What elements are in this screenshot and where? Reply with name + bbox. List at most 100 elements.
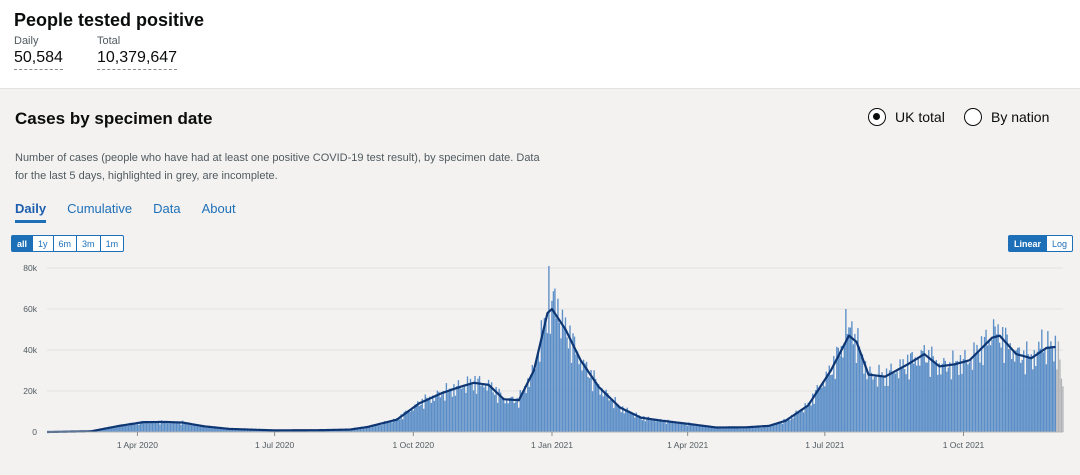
case-bar bbox=[192, 424, 194, 432]
case-bar bbox=[613, 408, 615, 432]
case-bar bbox=[818, 390, 820, 432]
case-bar bbox=[750, 427, 752, 432]
case-bar bbox=[499, 392, 502, 432]
case-bar bbox=[798, 412, 800, 432]
case-bar bbox=[524, 386, 526, 432]
case-bar bbox=[142, 422, 145, 432]
case-bar bbox=[460, 388, 463, 432]
case-bar bbox=[504, 403, 506, 432]
case-bar bbox=[680, 422, 683, 432]
case-bar bbox=[685, 423, 687, 432]
case-bar bbox=[239, 429, 241, 432]
case-bar bbox=[704, 426, 707, 432]
case-bar bbox=[555, 318, 558, 432]
case-bar bbox=[245, 429, 247, 432]
case-bar bbox=[861, 354, 864, 432]
case-bar bbox=[1048, 347, 1051, 432]
scale-linear-button[interactable]: Linear bbox=[1009, 236, 1048, 251]
case-bar bbox=[346, 429, 348, 432]
case-bar bbox=[178, 421, 181, 432]
case-bar bbox=[926, 362, 928, 432]
case-bar bbox=[709, 425, 711, 432]
case-bar bbox=[153, 420, 155, 432]
case-bar bbox=[237, 429, 240, 432]
case-bar bbox=[837, 347, 839, 432]
case-bar bbox=[858, 346, 861, 432]
case-bar bbox=[762, 425, 764, 432]
case-bar bbox=[147, 422, 149, 432]
scale-log-button[interactable]: Log bbox=[1052, 239, 1068, 249]
case-bar bbox=[106, 429, 108, 432]
case-bar bbox=[442, 391, 445, 432]
case-bar bbox=[585, 361, 588, 432]
x-tick-label: 1 Jul 2020 bbox=[255, 440, 294, 450]
radio-uk-total[interactable]: UK total bbox=[868, 108, 945, 126]
case-bar bbox=[715, 428, 717, 432]
incomplete-bar bbox=[1056, 369, 1058, 432]
case-bar bbox=[174, 421, 176, 432]
tab-about[interactable]: About bbox=[201, 201, 236, 216]
case-bar bbox=[148, 423, 151, 432]
case-bar bbox=[159, 424, 161, 432]
case-bar bbox=[932, 356, 934, 432]
case-bar bbox=[768, 426, 770, 432]
case-bar bbox=[964, 350, 966, 432]
case-bar bbox=[888, 370, 891, 432]
range-all-button[interactable]: all bbox=[12, 236, 34, 251]
case-bar bbox=[475, 393, 478, 432]
case-bar bbox=[997, 324, 999, 432]
range-6m-button[interactable]: 6m bbox=[54, 236, 78, 251]
case-bar bbox=[163, 422, 166, 432]
case-bar bbox=[742, 426, 745, 432]
case-bar bbox=[436, 390, 439, 432]
case-bar bbox=[1007, 348, 1010, 432]
radio-by-nation[interactable]: By nation bbox=[964, 108, 1049, 126]
case-bar bbox=[885, 368, 888, 432]
case-bar bbox=[937, 374, 939, 432]
case-bar bbox=[1020, 362, 1022, 432]
case-bar bbox=[876, 386, 879, 432]
tab-daily[interactable]: Daily bbox=[15, 201, 47, 223]
case-bar bbox=[656, 418, 659, 432]
case-bar bbox=[756, 427, 758, 432]
case-bar bbox=[466, 376, 469, 432]
case-bar bbox=[834, 378, 836, 432]
case-bar bbox=[349, 430, 351, 432]
case-bar bbox=[1026, 341, 1028, 432]
case-bar bbox=[810, 405, 812, 432]
range-1y-button[interactable]: 1y bbox=[33, 236, 54, 251]
case-bar bbox=[486, 390, 488, 432]
case-bar bbox=[415, 404, 417, 432]
case-bar bbox=[183, 422, 185, 432]
case-bar bbox=[392, 418, 395, 432]
case-bar bbox=[222, 428, 224, 432]
case-bar bbox=[120, 424, 122, 432]
case-bar bbox=[474, 375, 476, 432]
case-bar bbox=[631, 413, 633, 432]
case-bar bbox=[477, 378, 479, 432]
cases-chart[interactable]: 0 20k 40k 60k 80k 1 Apr 2020 1 Jul 2020 1 Oct 2… bbox=[0, 259, 1080, 474]
tab-data[interactable]: Data bbox=[153, 201, 181, 216]
case-bar bbox=[944, 360, 947, 432]
case-bar bbox=[802, 412, 805, 432]
case-bar bbox=[911, 351, 913, 432]
daily-value[interactable]: 50,584 bbox=[14, 49, 63, 70]
case-bar bbox=[100, 429, 102, 432]
case-bar bbox=[246, 429, 249, 432]
case-bar bbox=[712, 426, 714, 432]
tab-cumulative[interactable]: Cumulative bbox=[67, 201, 133, 216]
case-bar bbox=[900, 367, 903, 432]
case-bar bbox=[509, 398, 511, 432]
case-bar bbox=[228, 429, 231, 432]
case-bar bbox=[215, 426, 217, 432]
case-bar bbox=[974, 354, 977, 432]
case-bar bbox=[751, 426, 754, 432]
total-value[interactable]: 10,379,647 bbox=[97, 49, 178, 70]
case-bar bbox=[417, 401, 419, 432]
case-bar bbox=[212, 428, 214, 432]
case-bar bbox=[230, 429, 232, 432]
case-bar bbox=[391, 422, 393, 432]
case-bar bbox=[884, 386, 886, 432]
range-3m-button[interactable]: 3m bbox=[77, 236, 101, 251]
range-1m-button[interactable]: 1m bbox=[105, 239, 119, 249]
